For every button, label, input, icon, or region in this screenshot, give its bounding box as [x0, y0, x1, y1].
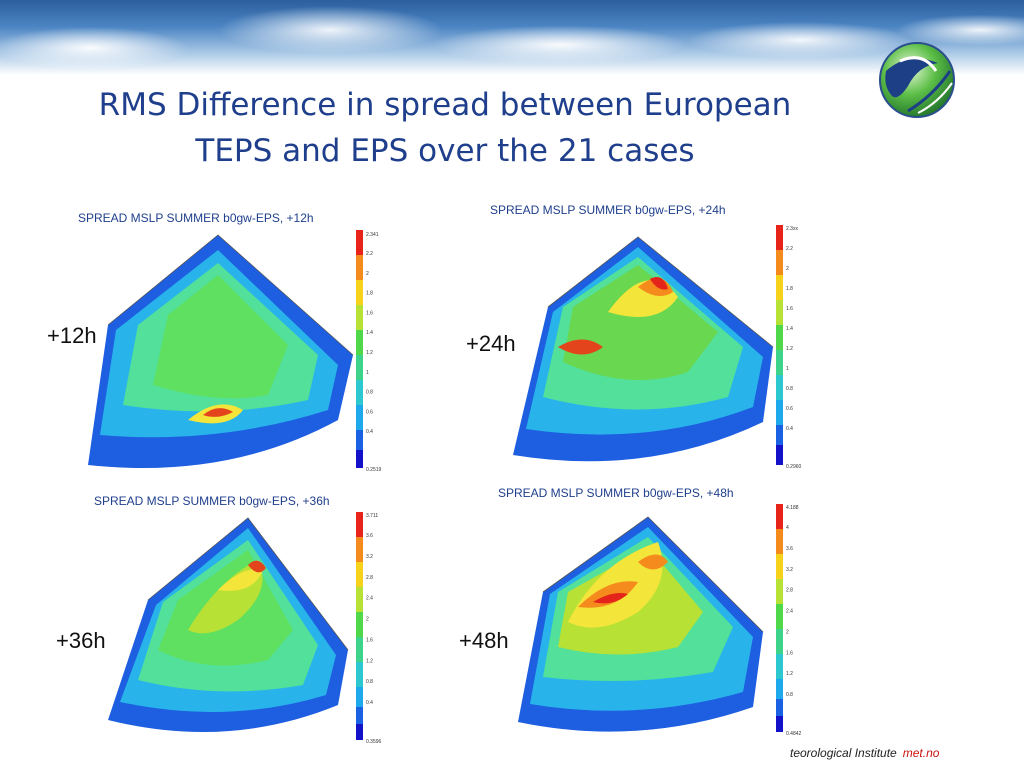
footer-brand: met.no — [902, 746, 940, 760]
colorbar-tick: 3.2 — [786, 567, 793, 573]
colorbar-max: 2.341 — [366, 232, 379, 238]
colorbar-tick: 3.2 — [366, 554, 373, 560]
panel-label-36h: +36h — [56, 628, 106, 653]
colorbar-tick: 1.6 — [786, 650, 793, 656]
colorbar-tick: 1.2 — [786, 671, 793, 677]
colorbar-min: 0.3596 — [366, 739, 382, 745]
colorbar-min: 0.4842 — [786, 731, 802, 737]
colorbar-tick: 1 — [786, 366, 789, 372]
colorbar-tick: 1.6 — [366, 637, 373, 643]
colorbar-tick: 0.8 — [366, 679, 373, 685]
colorbar-tick: 2.4 — [366, 596, 373, 602]
colorbar-tick: 2 — [366, 271, 369, 277]
colorbar-tick: 2.4 — [786, 609, 793, 615]
colorbar-tick: 1.4 — [366, 330, 373, 336]
colorbar-min: 0.2519 — [366, 467, 382, 473]
colorbar-tick: 1 — [366, 370, 369, 376]
colorbar-tick: 0.6 — [366, 409, 373, 415]
colorbar-tick: 1.4 — [786, 326, 793, 332]
colorbar-max: 2.3xx — [786, 226, 798, 232]
map-title: SPREAD MSLP SUMMER b0gw-EPS, +12h — [78, 211, 314, 225]
colorbar-tick: 1.2 — [366, 658, 373, 664]
colorbar-tick: 0.8 — [366, 390, 373, 396]
map-title: SPREAD MSLP SUMMER b0gw-EPS, +48h — [498, 486, 734, 500]
map-figure: SPREAD MSLP SUMMER b0gw-EPS, +24h 2.3xx … — [490, 203, 802, 470]
colorbar-tick: 0.4 — [786, 426, 793, 432]
colorbar-tick: 1.2 — [366, 350, 373, 356]
colorbar-tick: 1.6 — [366, 310, 373, 316]
colorbar-tick: 1.2 — [786, 346, 793, 352]
colorbar-tick: 2 — [786, 266, 789, 272]
colorbar-tick: 4 — [786, 525, 789, 531]
colorbar-max: 4.188 — [786, 505, 799, 511]
map-panel-12h: SPREAD MSLP SUMMER b0gw-EPS, +12h 2.341 … — [68, 205, 388, 477]
colorbar-tick: 0.4 — [366, 429, 373, 435]
met-institute-globe-logo — [879, 42, 955, 118]
map-figure: SPREAD MSLP SUMMER b0gw-EPS, +12h 2.341 … — [78, 211, 382, 473]
panel-label-48h: +48h — [459, 628, 509, 653]
footer-institute-text: teorological Institute — [790, 746, 897, 760]
colorbar-tick: 1.6 — [786, 306, 793, 312]
map-panel-48h: SPREAD MSLP SUMMER b0gw-EPS, +48h 4.188 … — [488, 482, 808, 744]
colorbar-tick: 3.6 — [366, 533, 373, 539]
map-panel-24h: SPREAD MSLP SUMMER b0gw-EPS, +24h 2.3xx … — [488, 197, 808, 475]
colorbar-tick: 1.8 — [786, 286, 793, 292]
colorbar-tick: 1.8 — [366, 291, 373, 297]
slide-title: RMS Difference in spread between Europea… — [20, 82, 870, 174]
footer: teorological Institute met.no — [790, 746, 939, 760]
colorbar-tick: 3.6 — [786, 546, 793, 552]
colorbar-tick: 2.2 — [786, 246, 793, 252]
colorbar-tick: 2.8 — [786, 588, 793, 594]
title-line-1: RMS Difference in spread between Europea… — [98, 87, 792, 123]
colorbar-tick: 0.6 — [786, 406, 793, 412]
colorbar-min: 0.2960 — [786, 464, 802, 470]
colorbar-tick: 2.8 — [366, 575, 373, 581]
map-figure: SPREAD MSLP SUMMER b0gw-EPS, +48h 4.188 … — [498, 486, 802, 737]
colorbar-max: 3.711 — [366, 513, 378, 519]
map-panel-36h: SPREAD MSLP SUMMER b0gw-EPS, +36h 3.711 … — [68, 490, 388, 755]
panel-label-12h: +12h — [47, 323, 97, 348]
colorbar-tick: 2 — [786, 629, 789, 635]
map-figure: SPREAD MSLP SUMMER b0gw-EPS, +36h 3.711 … — [94, 494, 382, 745]
colorbar-tick: 0.8 — [786, 386, 793, 392]
map-title: SPREAD MSLP SUMMER b0gw-EPS, +24h — [490, 203, 726, 217]
colorbar-tick: 2 — [366, 617, 369, 623]
panel-label-24h: +24h — [466, 331, 516, 356]
colorbar-tick: 2.2 — [366, 251, 373, 257]
map-title: SPREAD MSLP SUMMER b0gw-EPS, +36h — [94, 494, 330, 508]
sky-banner — [0, 0, 1024, 75]
title-line-2: TEPS and EPS over the 21 cases — [195, 133, 695, 169]
colorbar-tick: 0.4 — [366, 700, 373, 706]
colorbar-tick: 0.8 — [786, 692, 793, 698]
